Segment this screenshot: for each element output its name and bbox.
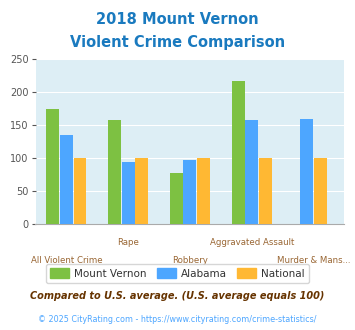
Bar: [300, 119, 313, 224]
Text: Violent Crime Comparison: Violent Crime Comparison: [70, 35, 285, 50]
Text: Murder & Mans...: Murder & Mans...: [277, 256, 350, 265]
Bar: [245, 120, 258, 224]
Bar: [197, 158, 210, 224]
Text: Aggravated Assault: Aggravated Assault: [209, 238, 294, 247]
Bar: [135, 158, 148, 224]
Bar: [259, 158, 272, 224]
Bar: [122, 162, 135, 224]
Bar: [314, 158, 327, 224]
Text: All Violent Crime: All Violent Crime: [31, 256, 102, 265]
Text: Robbery: Robbery: [172, 256, 208, 265]
Text: Compared to U.S. average. (U.S. average equals 100): Compared to U.S. average. (U.S. average …: [30, 291, 325, 301]
Text: Rape: Rape: [117, 238, 139, 247]
Legend: Mount Vernon, Alabama, National: Mount Vernon, Alabama, National: [46, 264, 309, 283]
Bar: [73, 158, 86, 224]
Bar: [60, 135, 73, 224]
Bar: [170, 173, 183, 224]
Text: 2018 Mount Vernon: 2018 Mount Vernon: [96, 12, 259, 26]
Bar: [108, 120, 121, 224]
Bar: [184, 160, 196, 224]
Bar: [232, 81, 245, 224]
Bar: [47, 109, 59, 224]
Text: © 2025 CityRating.com - https://www.cityrating.com/crime-statistics/: © 2025 CityRating.com - https://www.city…: [38, 315, 317, 324]
